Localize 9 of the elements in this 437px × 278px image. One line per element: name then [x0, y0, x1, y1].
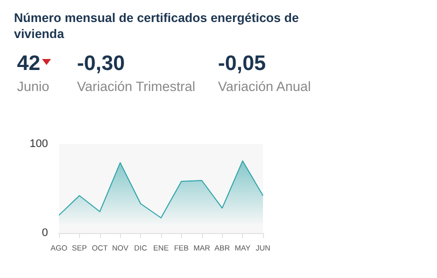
chart-title: Número mensual de certificados energéticos de vivienda	[14, 10, 300, 42]
y-tick-label: 0	[42, 227, 48, 239]
text: Junio	[17, 79, 50, 94]
text: Variación Anual	[218, 79, 311, 94]
y-tick-label: 100	[30, 138, 48, 150]
text: -0,05	[218, 52, 267, 76]
text: -0,30	[77, 52, 126, 76]
text: Variación Trimestral	[77, 79, 196, 94]
text: 42	[17, 52, 42, 76]
